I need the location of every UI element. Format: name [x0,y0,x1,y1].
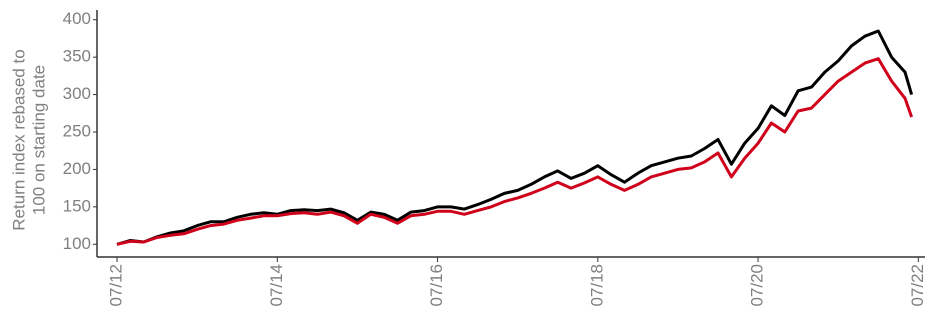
y-axis-label: Return index rebased to [9,49,28,230]
y-tick-label: 300 [63,84,91,103]
x-tick-label: 07/20 [748,264,767,307]
x-tick-label: 07/16 [427,264,446,307]
x-tick-label: 07/18 [587,264,606,307]
y-tick-label: 100 [63,234,91,253]
y-tick-label: 400 [63,9,91,28]
y-tick-label: 350 [63,47,91,66]
y-tick-label: 250 [63,121,91,140]
y-tick-label: 200 [63,159,91,178]
line [116,57,914,246]
x-tick-label: 07/12 [107,264,126,307]
x-tick-label: 07/22 [908,264,927,307]
x-tick-label: 07/14 [267,264,286,307]
y-tick-label: 150 [63,196,91,215]
line [116,29,914,246]
y-axis-label: 100 on starting date [29,65,48,215]
